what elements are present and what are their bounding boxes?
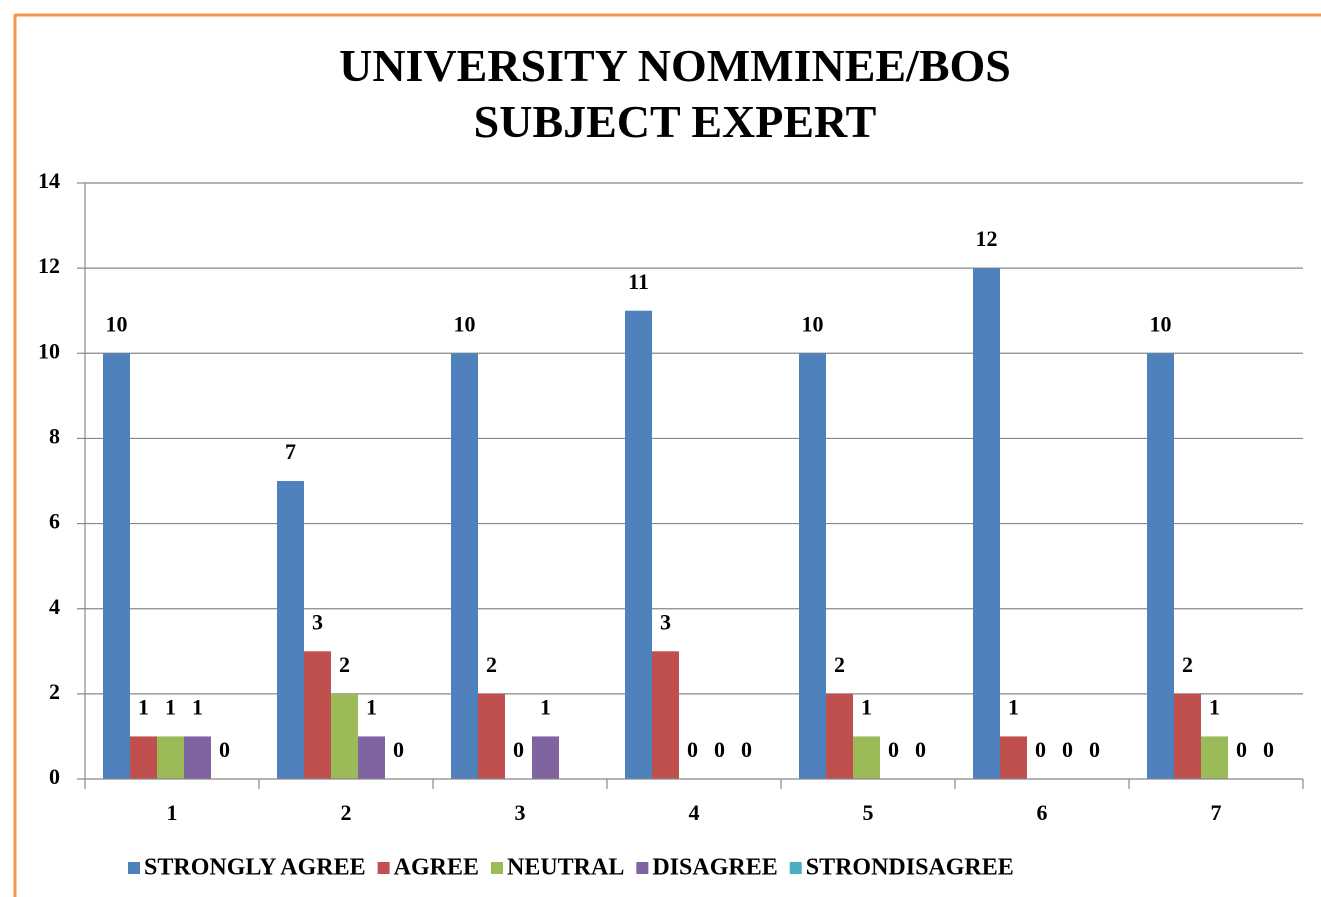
data-label: 1 xyxy=(192,694,203,719)
bar xyxy=(1147,353,1174,779)
data-label: 0 xyxy=(1035,737,1046,762)
x-tick-label: 2 xyxy=(341,800,352,825)
y-tick-label: 0 xyxy=(49,764,60,789)
x-tick-label: 4 xyxy=(689,800,700,825)
legend-label: STRONGLY AGREE xyxy=(144,855,366,881)
y-tick-label: 4 xyxy=(49,594,60,619)
bar xyxy=(451,353,478,779)
bar xyxy=(625,310,652,779)
data-label: 0 xyxy=(741,737,752,762)
x-tick-label: 3 xyxy=(515,800,526,825)
y-tick-label: 14 xyxy=(38,168,60,193)
data-label: 0 xyxy=(915,737,926,762)
data-label: 10 xyxy=(1150,311,1172,336)
data-label: 2 xyxy=(1182,652,1193,677)
legend-swatch xyxy=(636,862,649,874)
data-label: 0 xyxy=(513,737,524,762)
bar xyxy=(1000,736,1027,779)
data-label: 0 xyxy=(393,737,404,762)
data-label: 0 xyxy=(1263,737,1274,762)
legend-label: STRONDISAGREE xyxy=(806,855,1014,881)
x-tick-label: 7 xyxy=(1211,800,1222,825)
data-label: 0 xyxy=(888,737,899,762)
y-tick-label: 8 xyxy=(49,423,60,448)
bar xyxy=(478,693,505,779)
data-label: 3 xyxy=(660,609,671,634)
bar xyxy=(799,353,826,779)
legend-swatch xyxy=(128,862,140,874)
x-tick-label: 5 xyxy=(863,800,874,825)
y-tick-label: 6 xyxy=(49,509,60,534)
bar xyxy=(652,651,679,779)
legend-label: AGREE xyxy=(394,855,479,881)
legend-swatch xyxy=(789,862,802,874)
data-label: 0 xyxy=(687,737,698,762)
bar xyxy=(331,693,358,779)
data-label: 0 xyxy=(714,737,725,762)
data-label: 1 xyxy=(1008,694,1019,719)
x-tick-label: 1 xyxy=(167,800,178,825)
data-label: 10 xyxy=(802,311,824,336)
data-label: 2 xyxy=(339,652,350,677)
bar xyxy=(103,353,130,779)
bar xyxy=(304,651,331,779)
data-label: 1 xyxy=(1209,694,1220,719)
data-label: 7 xyxy=(285,439,296,464)
legend-swatch xyxy=(490,862,503,874)
data-label: 0 xyxy=(1062,737,1073,762)
bar xyxy=(1174,693,1201,779)
bar xyxy=(130,736,157,779)
chart-title: UNIVERSITY NOMMINEE/BOS SUBJECT EXPERT xyxy=(339,40,1011,147)
x-tick-label: 6 xyxy=(1037,800,1048,825)
data-label: 1 xyxy=(366,694,377,719)
data-label: 3 xyxy=(312,609,323,634)
legend-label: NEUTRAL xyxy=(507,855,624,881)
data-label: 2 xyxy=(486,652,497,677)
data-label: 0 xyxy=(1089,737,1100,762)
bar xyxy=(826,693,853,779)
bar xyxy=(973,268,1000,779)
data-label: 0 xyxy=(1236,737,1247,762)
data-label: 1 xyxy=(165,694,176,719)
y-tick-label: 10 xyxy=(38,338,60,363)
data-label: 2 xyxy=(834,652,845,677)
data-label: 1 xyxy=(540,694,551,719)
data-label: 10 xyxy=(106,311,128,336)
bar xyxy=(184,736,211,779)
bar xyxy=(532,736,559,779)
legend-label: DISAGREE xyxy=(652,855,777,881)
y-tick-label: 12 xyxy=(38,253,60,278)
bar xyxy=(277,481,304,779)
data-label: 11 xyxy=(628,269,649,294)
data-label: 12 xyxy=(976,226,998,251)
bar xyxy=(1201,736,1228,779)
y-tick-label: 2 xyxy=(49,679,60,704)
bar xyxy=(157,736,184,779)
data-label: 10 xyxy=(454,311,476,336)
legend-swatch xyxy=(377,862,390,874)
data-label: 0 xyxy=(219,737,230,762)
data-label: 1 xyxy=(138,694,149,719)
bar xyxy=(853,736,880,779)
bar xyxy=(358,736,385,779)
data-label: 1 xyxy=(861,694,872,719)
